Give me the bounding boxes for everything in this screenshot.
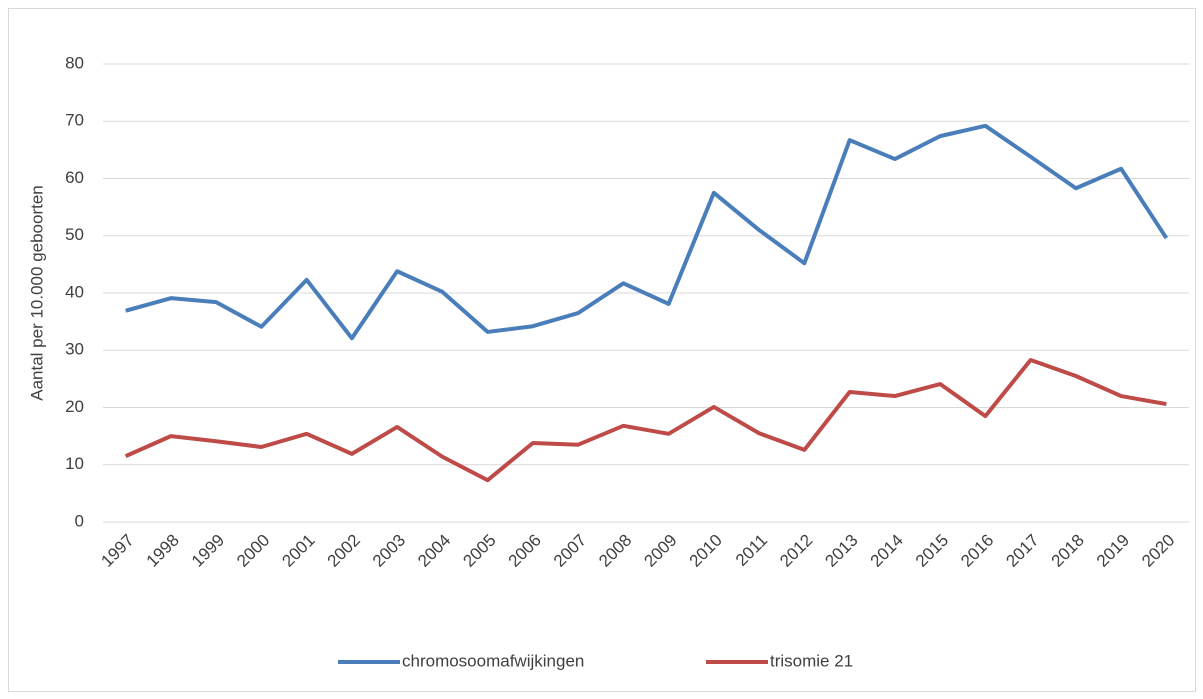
y-tick-label: 50 — [65, 225, 84, 244]
y-tick-label: 40 — [65, 282, 84, 301]
line-series — [124, 357, 1167, 483]
line-series — [125, 123, 1169, 341]
y-tick-label: 10 — [65, 454, 84, 473]
y-axis-label: Aantal per 10.000 geboorten — [27, 185, 46, 401]
legend-label: trisomie 21 — [770, 651, 853, 670]
y-tick-label: 20 — [65, 397, 84, 416]
y-tick-label: 30 — [65, 340, 84, 359]
y-tick-label: 60 — [65, 168, 84, 187]
legend-label: chromosoomafwijkingen — [402, 651, 584, 670]
y-tick-label: 70 — [65, 111, 84, 130]
y-tick-label: 80 — [65, 53, 84, 72]
y-tick-label: 0 — [75, 511, 84, 530]
